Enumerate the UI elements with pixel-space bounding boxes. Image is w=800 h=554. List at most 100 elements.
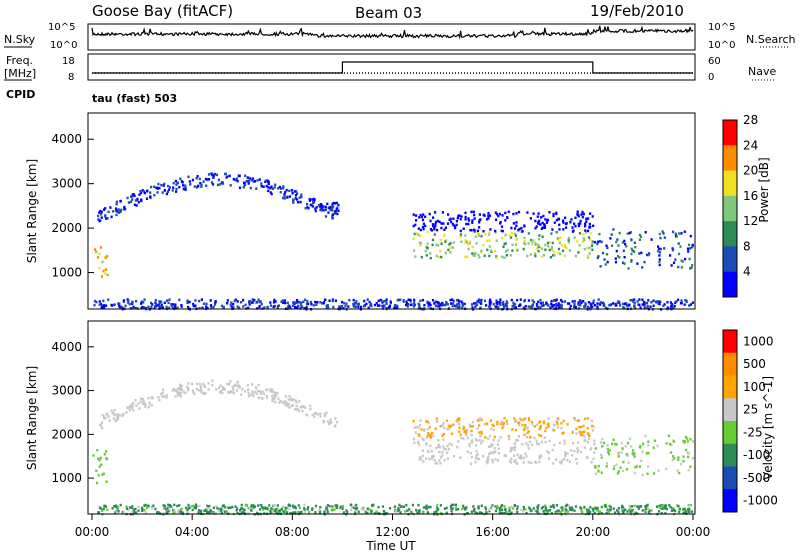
- echo-cell: [590, 304, 593, 307]
- echo-cell: [688, 243, 691, 247]
- echo-cell: [672, 261, 676, 264]
- echo-cell: [636, 300, 639, 303]
- echo-cell: [590, 244, 594, 248]
- echo-cell: [621, 447, 624, 450]
- echo-cell: [486, 239, 489, 242]
- echo-cell: [574, 306, 577, 309]
- echo-cell: [118, 413, 121, 417]
- echo-cell: [428, 212, 431, 216]
- echo-cell: [129, 200, 133, 204]
- cpid-label: CPID: [6, 88, 35, 101]
- echo-cell: [472, 505, 475, 508]
- colorbar-swatch: [723, 330, 737, 354]
- echo-cell: [503, 417, 506, 420]
- echo-cell: [424, 249, 427, 253]
- echo-cell: [435, 420, 439, 423]
- echo-cell: [527, 305, 530, 308]
- echo-cell: [102, 304, 105, 307]
- echo-cell: [537, 443, 540, 446]
- echo-cell: [550, 302, 553, 306]
- echo-cell: [229, 506, 232, 509]
- echo-cell: [483, 254, 486, 257]
- echo-cell: [473, 302, 476, 305]
- echo-cell: [672, 306, 675, 310]
- echo-cell: [285, 506, 288, 510]
- echo-cell: [670, 509, 673, 512]
- echo-cell: [366, 298, 369, 301]
- echo-cell: [441, 434, 444, 438]
- echo-cell: [528, 506, 531, 509]
- echo-cell: [248, 303, 251, 306]
- echo-cell: [250, 178, 254, 182]
- echo-cell: [521, 442, 524, 446]
- echo-cell: [580, 425, 583, 429]
- echo-cell: [536, 304, 539, 308]
- echo-cell: [454, 226, 457, 230]
- echo-cell: [680, 259, 683, 262]
- echo-cell: [646, 504, 649, 507]
- echo-cell: [534, 509, 537, 513]
- echo-cell: [421, 437, 424, 440]
- echo-cell: [471, 245, 474, 249]
- echo-cell: [104, 214, 107, 217]
- echo-cell: [471, 420, 474, 424]
- echo-cell: [272, 305, 275, 309]
- echo-cell: [326, 202, 329, 206]
- echo-cell: [547, 244, 550, 248]
- echo-cell: [424, 506, 427, 509]
- echo-cell: [552, 423, 556, 426]
- echo-cell: [326, 304, 329, 307]
- echo-cell: [98, 506, 101, 509]
- echo-cell: [464, 234, 467, 237]
- echo-cell: [586, 508, 589, 511]
- echo-cell: [232, 387, 235, 391]
- echo-cell: [548, 211, 551, 214]
- echo-cell: [556, 422, 559, 426]
- echo-cell: [236, 305, 239, 308]
- echo-cell: [102, 472, 105, 475]
- echo-cell: [315, 303, 318, 306]
- echo-cell: [252, 394, 255, 398]
- echo-cell: [666, 301, 669, 304]
- echo-cell: [472, 210, 475, 214]
- echo-cell: [476, 457, 479, 460]
- echo-cell: [556, 426, 559, 429]
- echo-cell: [522, 510, 525, 513]
- echo-cell: [320, 208, 323, 212]
- echo-cell: [659, 247, 662, 251]
- echo-cell: [207, 178, 211, 181]
- echo-cell: [335, 506, 338, 510]
- echo-cell: [467, 243, 470, 246]
- echo-cell: [584, 439, 587, 442]
- echo-cell: [168, 504, 171, 508]
- echo-cell: [473, 228, 476, 232]
- echo-cell: [612, 507, 615, 510]
- freq-panel-frame: [87, 53, 696, 81]
- echo-cell: [559, 252, 562, 256]
- echo-cell: [594, 447, 597, 450]
- echo-cell: [515, 221, 518, 224]
- echo-cell: [124, 304, 127, 308]
- echo-cell: [489, 451, 492, 455]
- echo-cell: [483, 214, 486, 217]
- echo-cell: [491, 460, 494, 464]
- echo-cell: [591, 240, 594, 243]
- echo-cell: [625, 302, 628, 305]
- echo-cell: [470, 433, 473, 437]
- echo-cell: [592, 509, 595, 512]
- echo-cell: [417, 433, 420, 436]
- echo-cell: [104, 505, 107, 508]
- echo-cell: [599, 510, 602, 513]
- echo-cell: [230, 305, 233, 308]
- echo-cell: [467, 222, 470, 226]
- echo-cell: [348, 298, 351, 302]
- echo-cell: [244, 303, 247, 307]
- echo-cell: [201, 306, 204, 310]
- echo-cell: [426, 434, 429, 438]
- echo-cell: [232, 306, 235, 309]
- echo-cell: [252, 180, 255, 183]
- echo-cell: [590, 461, 593, 464]
- echo-cell: [145, 197, 149, 200]
- echo-cell: [421, 449, 424, 452]
